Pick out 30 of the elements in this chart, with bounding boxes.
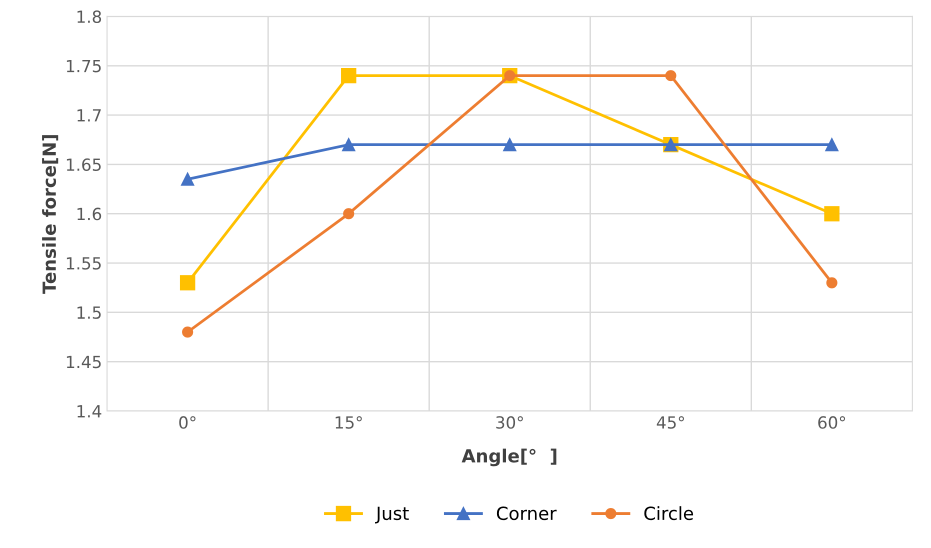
point (826, 277, 838, 288)
point (824, 206, 840, 222)
y-tick-label: 1.7 (78, 109, 101, 122)
x-tick-label: 45° (656, 416, 684, 429)
point (182, 326, 194, 338)
y-tick-label: 1.45 (66, 356, 101, 368)
x-axis-title: Angle[° ] (462, 448, 556, 466)
y-tick-label: 1.6 (78, 208, 102, 220)
legend-label: Circle (644, 506, 694, 520)
point (180, 275, 196, 290)
y-tick-label: 1.8 (78, 10, 102, 24)
point (665, 70, 676, 82)
y-tick-label: 1.4 (78, 405, 102, 418)
point (503, 138, 516, 152)
x-tick-label: 15° (336, 416, 362, 429)
legend-label: Corner (496, 506, 557, 520)
legend-label: Just (375, 506, 409, 524)
y-tick-label: 1.65 (66, 158, 101, 171)
y-tick-label: 1.75 (66, 60, 101, 72)
x-tick-label: 30° (496, 416, 523, 429)
point (341, 68, 356, 84)
x-tick-label: 60° (818, 416, 846, 429)
y-axis-title: Tensile force[N] (42, 135, 58, 294)
point (825, 138, 838, 152)
point (342, 138, 356, 152)
y-tick-label: 1.55 (66, 257, 101, 270)
x-tick-label: 0° (179, 416, 196, 429)
y-tick-label: 1.5 (78, 306, 101, 319)
point (181, 172, 194, 186)
point (343, 208, 354, 220)
